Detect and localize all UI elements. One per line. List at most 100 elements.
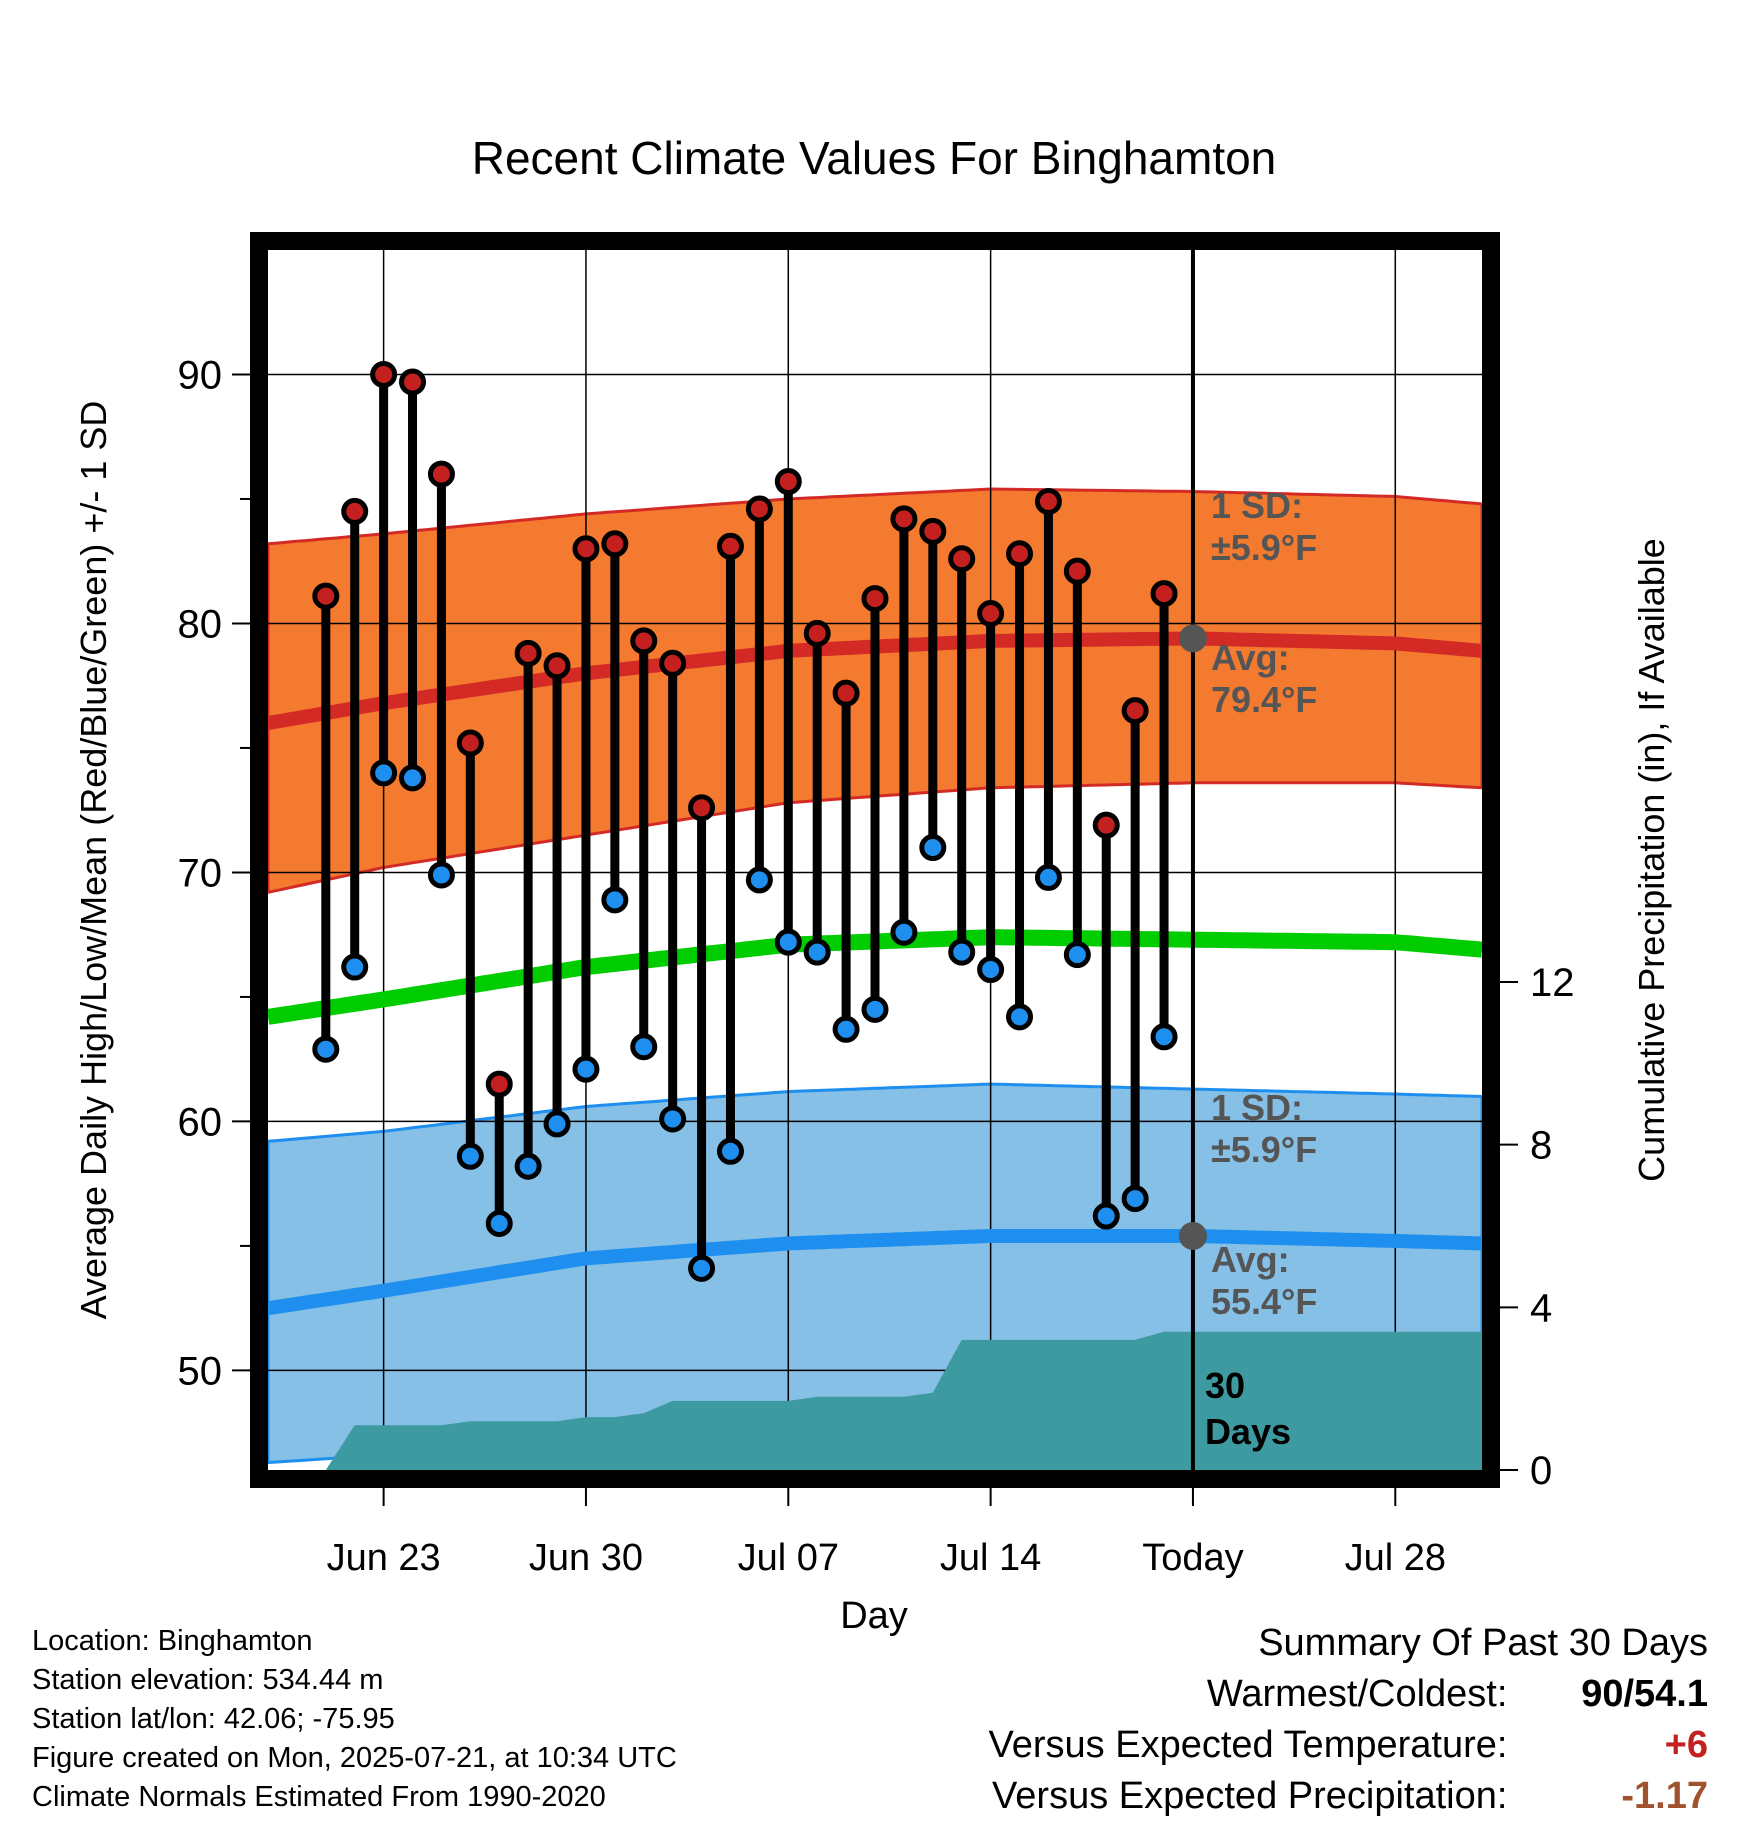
daily-high-point	[370, 360, 398, 388]
daily-high-point	[1150, 580, 1178, 608]
daily-low-point	[543, 1110, 571, 1138]
y-tick-label: 90	[178, 353, 223, 397]
y2-tick-label: 4	[1530, 1286, 1552, 1330]
daily-high-point	[514, 639, 542, 667]
precip-value: -1.17	[1621, 1775, 1708, 1817]
daily-high-point	[948, 545, 976, 573]
daily-low-point	[341, 953, 369, 981]
daily-high-point	[456, 729, 484, 757]
high-sd-label: 1 SD:	[1211, 485, 1303, 526]
normals-text: Climate Normals Estimated From 1990-2020	[32, 1781, 606, 1813]
daily-low-point	[485, 1210, 513, 1238]
daily-high-point	[1092, 811, 1120, 839]
daily-high-point	[659, 649, 687, 677]
daily-high-point	[630, 627, 658, 655]
daily-low-point	[572, 1055, 600, 1083]
y2-tick-label: 12	[1530, 961, 1575, 1005]
daily-low-point	[832, 1015, 860, 1043]
summary-precip-row: Versus Expected Precipitation: -1.17	[989, 1771, 1708, 1822]
y2-tick-label: 0	[1530, 1449, 1552, 1493]
daily-high-point	[716, 532, 744, 560]
daily-high-point	[572, 535, 600, 563]
latlon-text: Station lat/lon: 42.06; -75.95	[32, 1703, 395, 1735]
daily-low-point	[803, 938, 831, 966]
daily-low-point	[1063, 941, 1091, 969]
high-avg-value: 79.4°F	[1211, 679, 1317, 720]
daily-high-point	[745, 495, 773, 523]
y-tick-label: 80	[178, 602, 223, 646]
daily-high-point	[688, 794, 716, 822]
chart-title: Recent Climate Values For Binghamton	[472, 132, 1277, 184]
location-text: Location: Binghamton	[32, 1625, 313, 1657]
summary-warmest-row: Warmest/Coldest: 90/54.1	[989, 1669, 1708, 1720]
daily-low-point	[630, 1033, 658, 1061]
daily-high-point	[543, 652, 571, 680]
x-tick-label: Jul 28	[1345, 1537, 1446, 1579]
daily-high-point	[774, 468, 802, 496]
daily-low-point	[716, 1137, 744, 1165]
daily-low-point	[456, 1142, 484, 1170]
temp-label: Versus Expected Temperature:	[988, 1724, 1508, 1766]
today-low-avg-marker	[1178, 1221, 1207, 1250]
low-avg-value: 55.4°F	[1211, 1281, 1317, 1322]
daily-low-point	[688, 1254, 716, 1282]
plot-frame	[250, 232, 1500, 1488]
daily-high-point	[341, 497, 369, 525]
today-high-avg-marker	[1178, 624, 1207, 653]
daily-low-point	[890, 918, 918, 946]
daily-low-point	[977, 956, 1005, 984]
daily-low-point	[919, 834, 947, 862]
daily-low-point	[1092, 1202, 1120, 1230]
created-text: Figure created on Mon, 2025-07-21, at 10…	[32, 1742, 677, 1774]
daily-low-point	[1150, 1023, 1178, 1051]
summary-temp-row: Versus Expected Temperature: +6	[989, 1720, 1708, 1771]
y-tick-label: 60	[178, 1100, 223, 1144]
daily-low-point	[399, 764, 427, 792]
y2-axis-label: Cumulative Precipitation (in), If Availa…	[1631, 538, 1672, 1182]
y-tick-label: 50	[178, 1349, 223, 1393]
daily-low-point	[659, 1105, 687, 1133]
days-label-line1: 30	[1205, 1365, 1245, 1406]
x-tick-label: Jun 23	[327, 1537, 441, 1579]
temp-value: +6	[1664, 1724, 1708, 1766]
daily-low-point	[774, 928, 802, 956]
low-avg-line	[268, 1229, 1482, 1316]
daily-high-point	[427, 460, 455, 488]
y-axis-label: Average Daily High/Low/Mean (Red/Blue/Gr…	[73, 401, 114, 1320]
daily-high-point	[1121, 697, 1149, 725]
daily-low-point	[370, 759, 398, 787]
elevation-text: Station elevation: 534.44 m	[32, 1664, 384, 1696]
daily-high-point	[803, 619, 831, 647]
daily-high-point	[977, 600, 1005, 628]
daily-high-point	[919, 517, 947, 545]
low-sd-label: 1 SD:	[1211, 1087, 1303, 1128]
precip-label: Versus Expected Precipitation:	[992, 1775, 1508, 1817]
daily-low-point	[948, 938, 976, 966]
daily-low-point	[861, 995, 889, 1023]
summary-title: Summary Of Past 30 Days	[1258, 1622, 1708, 1664]
daily-low-point	[312, 1035, 340, 1063]
station-info: Location: Binghamton Station elevation: …	[32, 1622, 677, 1817]
daily-high-point	[1034, 487, 1062, 515]
y-tick-label: 70	[178, 851, 223, 895]
daily-low-point	[427, 861, 455, 889]
daily-high-point	[399, 368, 427, 396]
x-axis-label: Day	[840, 1595, 908, 1637]
summary-panel: Summary Of Past 30 Days Warmest/Coldest:…	[989, 1618, 1708, 1822]
daily-high-point	[890, 505, 918, 533]
precip-area	[268, 1331, 1482, 1470]
daily-low-point	[1121, 1185, 1149, 1213]
warmest-label: Warmest/Coldest:	[1206, 1673, 1508, 1715]
daily-high-point	[485, 1070, 513, 1098]
daily-high-point	[1063, 557, 1091, 585]
daily-low-point	[1034, 863, 1062, 891]
y2-tick-label: 8	[1530, 1124, 1552, 1168]
x-tick-label: Jun 30	[529, 1537, 643, 1579]
daily-low-point	[1006, 1003, 1034, 1031]
high-sd-value: ±5.9°F	[1211, 527, 1317, 568]
warmest-value: 90/54.1	[1581, 1673, 1708, 1715]
x-tick-label: Jul 14	[940, 1537, 1041, 1579]
daily-high-point	[861, 585, 889, 613]
x-tick-label: Jul 07	[738, 1537, 839, 1579]
